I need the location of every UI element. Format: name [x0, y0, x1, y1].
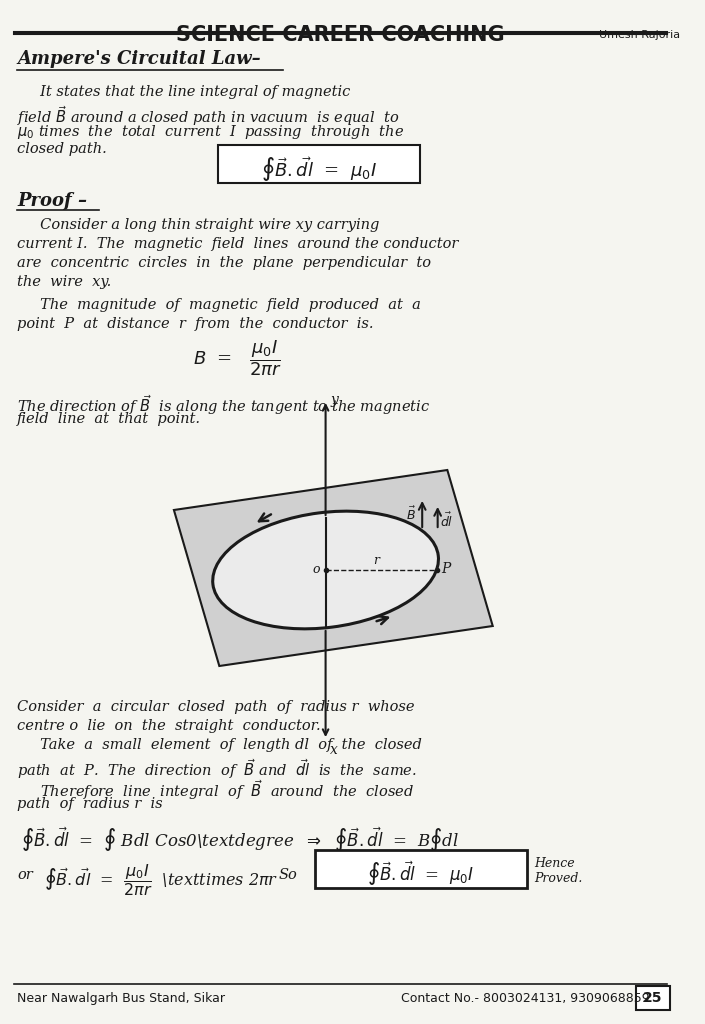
- Text: closed path.: closed path.: [18, 142, 107, 156]
- Text: Umesh Rajoria: Umesh Rajoria: [599, 30, 680, 40]
- Text: centre o  lie  on  the  straight  conductor.: centre o lie on the straight conductor.: [18, 719, 321, 733]
- Text: path  of  radius r  is: path of radius r is: [18, 797, 163, 811]
- Text: Contact No.- 8003024131, 9309068859: Contact No.- 8003024131, 9309068859: [401, 992, 649, 1005]
- Polygon shape: [174, 470, 493, 666]
- Text: Consider  a  circular  closed  path  of  radius r  whose: Consider a circular closed path of radiu…: [18, 700, 415, 714]
- Text: $\mu_0$ times  the  total  current  I  passing  through  the: $\mu_0$ times the total current I passin…: [18, 123, 405, 141]
- Ellipse shape: [213, 511, 439, 629]
- Text: $\vec{B}$: $\vec{B}$: [406, 506, 415, 523]
- Text: The  magnitude  of  magnetic  field  produced  at  a: The magnitude of magnetic field produced…: [18, 298, 422, 312]
- Text: P: P: [441, 562, 451, 575]
- Text: Hence: Hence: [534, 857, 575, 870]
- Text: o: o: [312, 563, 319, 575]
- Text: field $\vec{B}$ around a closed path in vacuum  is equal  to: field $\vec{B}$ around a closed path in …: [18, 104, 400, 128]
- FancyBboxPatch shape: [219, 145, 420, 183]
- Text: path  at  P.  The  direction  of  $\vec{B}$ and  $\vec{dl}$  is  the  same.: path at P. The direction of $\vec{B}$ an…: [18, 757, 417, 781]
- Text: 25: 25: [644, 991, 663, 1005]
- FancyBboxPatch shape: [315, 850, 527, 888]
- Text: x: x: [331, 743, 338, 757]
- Text: $B$  =   $\dfrac{\mu_0 I}{2\pi r}$: $B$ = $\dfrac{\mu_0 I}{2\pi r}$: [193, 338, 282, 378]
- Text: the  wire  xy.: the wire xy.: [18, 275, 111, 289]
- Text: Ampere's Circuital Law–: Ampere's Circuital Law–: [18, 50, 261, 68]
- Text: Consider a long thin straight wire xy carrying: Consider a long thin straight wire xy ca…: [18, 218, 380, 232]
- Text: y: y: [331, 393, 338, 407]
- Text: $\oint \vec{B}.\vec{dl}$  =  $\mu_0 I$: $\oint \vec{B}.\vec{dl}$ = $\mu_0 I$: [367, 860, 474, 889]
- Text: current I.  The  magnetic  field  lines  around the conductor: current I. The magnetic field lines arou…: [18, 237, 459, 251]
- Text: or: or: [18, 868, 33, 882]
- Text: Therefore  line  integral  of  $\vec{B}$  around  the  closed: Therefore line integral of $\vec{B}$ aro…: [18, 778, 415, 802]
- Text: Proof –: Proof –: [18, 193, 87, 210]
- Text: Near Nawalgarh Bus Stand, Sikar: Near Nawalgarh Bus Stand, Sikar: [18, 992, 226, 1005]
- Text: So: So: [278, 868, 297, 882]
- Text: SCIENCE CAREER COACHING: SCIENCE CAREER COACHING: [176, 25, 504, 45]
- FancyBboxPatch shape: [636, 986, 670, 1010]
- Text: Take  a  small  element  of  length dl  of  the  closed: Take a small element of length dl of the…: [18, 738, 422, 752]
- Text: $\oint \vec{B}.\vec{dl}$  =  $\oint$ Bdl Cos0\textdegree  $\Rightarrow$  $\oint : $\oint \vec{B}.\vec{dl}$ = $\oint$ Bdl C…: [21, 826, 459, 854]
- Text: are  concentric  circles  in  the  plane  perpendicular  to: are concentric circles in the plane perp…: [18, 256, 431, 270]
- Text: $\vec{dl}$: $\vec{dl}$: [440, 512, 453, 530]
- Text: field  line  at  that  point.: field line at that point.: [18, 412, 202, 426]
- Text: Proved.: Proved.: [534, 872, 582, 885]
- Text: point  P  at  distance  r  from  the  conductor  is.: point P at distance r from the conductor…: [18, 317, 374, 331]
- Text: The direction of $\vec{B}$  is along the tangent to the magnetic: The direction of $\vec{B}$ is along the …: [18, 393, 431, 417]
- Text: $\oint \vec{B}.\vec{dl}$  =  $\dfrac{\mu_0 I}{2\pi r}$  \texttimes 2$\pi$r: $\oint \vec{B}.\vec{dl}$ = $\dfrac{\mu_0…: [44, 862, 278, 898]
- Text: It states that the line integral of magnetic: It states that the line integral of magn…: [18, 85, 351, 99]
- Text: $\oint \vec{B}.\vec{dl}$  =  $\mu_0 I$: $\oint \vec{B}.\vec{dl}$ = $\mu_0 I$: [262, 155, 377, 184]
- Text: r: r: [374, 554, 379, 567]
